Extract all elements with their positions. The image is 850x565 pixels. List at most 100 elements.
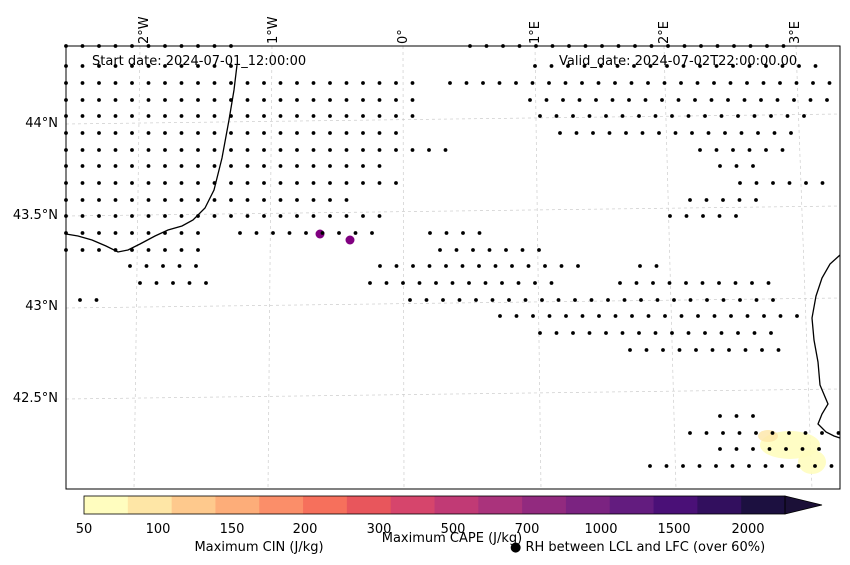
rh-dot xyxy=(751,447,755,451)
rh-dot xyxy=(163,164,167,168)
cape-shading xyxy=(758,430,826,474)
rh-dot xyxy=(262,148,266,152)
rh-dot xyxy=(394,131,398,135)
rh-dot xyxy=(262,98,266,102)
rh-dot xyxy=(394,81,398,85)
rh-dot xyxy=(803,431,808,435)
colorbar-cell xyxy=(697,496,742,514)
rh-dot xyxy=(80,148,85,152)
rh-dot xyxy=(657,131,661,135)
rh-dot xyxy=(800,447,805,451)
rh-dot xyxy=(229,81,233,85)
rh-dot xyxy=(646,314,651,318)
valid-date-label: Valid_date: 2024-07-02T22:00:00.00 xyxy=(559,54,797,69)
rh-dot xyxy=(667,281,672,285)
rh-dot xyxy=(624,131,628,135)
rh-dot xyxy=(734,214,738,218)
rh-dot xyxy=(361,131,365,135)
rh-dot xyxy=(737,198,742,202)
rh-dot xyxy=(754,298,759,302)
rh-dot xyxy=(146,148,151,152)
rh-dot xyxy=(196,148,200,152)
rh-dot xyxy=(163,198,167,202)
rh-dot xyxy=(520,248,525,252)
rh-dot xyxy=(734,447,739,451)
rh-dot xyxy=(836,431,841,435)
rh-dot xyxy=(577,98,582,102)
rh-dot xyxy=(212,81,217,85)
rh-dot xyxy=(212,214,217,218)
rh-dot xyxy=(278,131,283,135)
rh-dot xyxy=(97,248,101,252)
rh-dot xyxy=(410,98,415,102)
rh-dot xyxy=(229,131,233,135)
rh-dot xyxy=(764,64,768,68)
rh-dot xyxy=(295,214,299,218)
rh-dot xyxy=(229,181,233,185)
rh-dot xyxy=(179,81,184,85)
rh-dot xyxy=(262,198,266,202)
rh-dot xyxy=(686,331,691,335)
rh-dot xyxy=(295,98,299,102)
rh-dot xyxy=(97,98,101,102)
rh-dot xyxy=(424,298,429,302)
colorbar-cell xyxy=(434,496,479,514)
rh-dot xyxy=(377,214,382,218)
rh-dot xyxy=(229,98,233,102)
rh-dot xyxy=(245,198,250,202)
rh-dot xyxy=(784,447,788,451)
rh-dot xyxy=(187,281,192,285)
rh-dot xyxy=(679,314,684,318)
rh-dot xyxy=(196,214,200,218)
rh-dot xyxy=(531,314,535,318)
rh-dot xyxy=(410,148,415,152)
rh-dot xyxy=(771,181,775,185)
graticule-line xyxy=(663,45,677,490)
rh-dot xyxy=(673,131,678,135)
rh-dot xyxy=(688,431,692,435)
rh-dot xyxy=(738,298,742,302)
rh-dot xyxy=(587,114,592,118)
rh-dot xyxy=(628,348,632,352)
rh-dot xyxy=(797,64,801,68)
rh-dot xyxy=(752,114,757,118)
colorbar-tick: 100 xyxy=(146,522,171,537)
rh-dot xyxy=(681,64,686,68)
rh-dot xyxy=(648,64,653,68)
rh-dot xyxy=(554,114,559,118)
rh-dot xyxy=(618,281,622,285)
rh-dot xyxy=(97,214,101,218)
rh-dot xyxy=(212,148,217,152)
rh-dot xyxy=(438,248,442,252)
rh-dot xyxy=(295,181,299,185)
colorbar-cells xyxy=(84,496,786,514)
rh-dot xyxy=(212,198,217,202)
rh-dot xyxy=(179,181,184,185)
rh-dot xyxy=(328,181,332,185)
rh-dot xyxy=(146,98,151,102)
rh-dot xyxy=(78,298,82,302)
rh-dot xyxy=(681,464,685,468)
rh-dot xyxy=(827,81,832,85)
rh-dot xyxy=(146,214,151,218)
rh-dot xyxy=(80,81,85,85)
rh-dot xyxy=(604,331,608,335)
rh-dot xyxy=(344,164,349,168)
rh-dot xyxy=(361,81,365,85)
rh-dot xyxy=(196,114,200,118)
rh-dot xyxy=(196,131,200,135)
rh-dot xyxy=(262,114,266,118)
rh-dot xyxy=(481,81,485,85)
rh-dot xyxy=(734,164,739,168)
colorbar-cell xyxy=(346,496,392,514)
rh-dot xyxy=(696,314,700,318)
rh-dot xyxy=(787,181,792,185)
rh-dot xyxy=(361,164,365,168)
colorbar-tick: 1000 xyxy=(584,522,617,537)
rh-dot xyxy=(245,214,250,218)
rh-dot xyxy=(776,348,781,352)
rh-dot xyxy=(80,214,85,218)
rh-dot xyxy=(179,148,184,152)
rh-dot xyxy=(130,131,134,135)
